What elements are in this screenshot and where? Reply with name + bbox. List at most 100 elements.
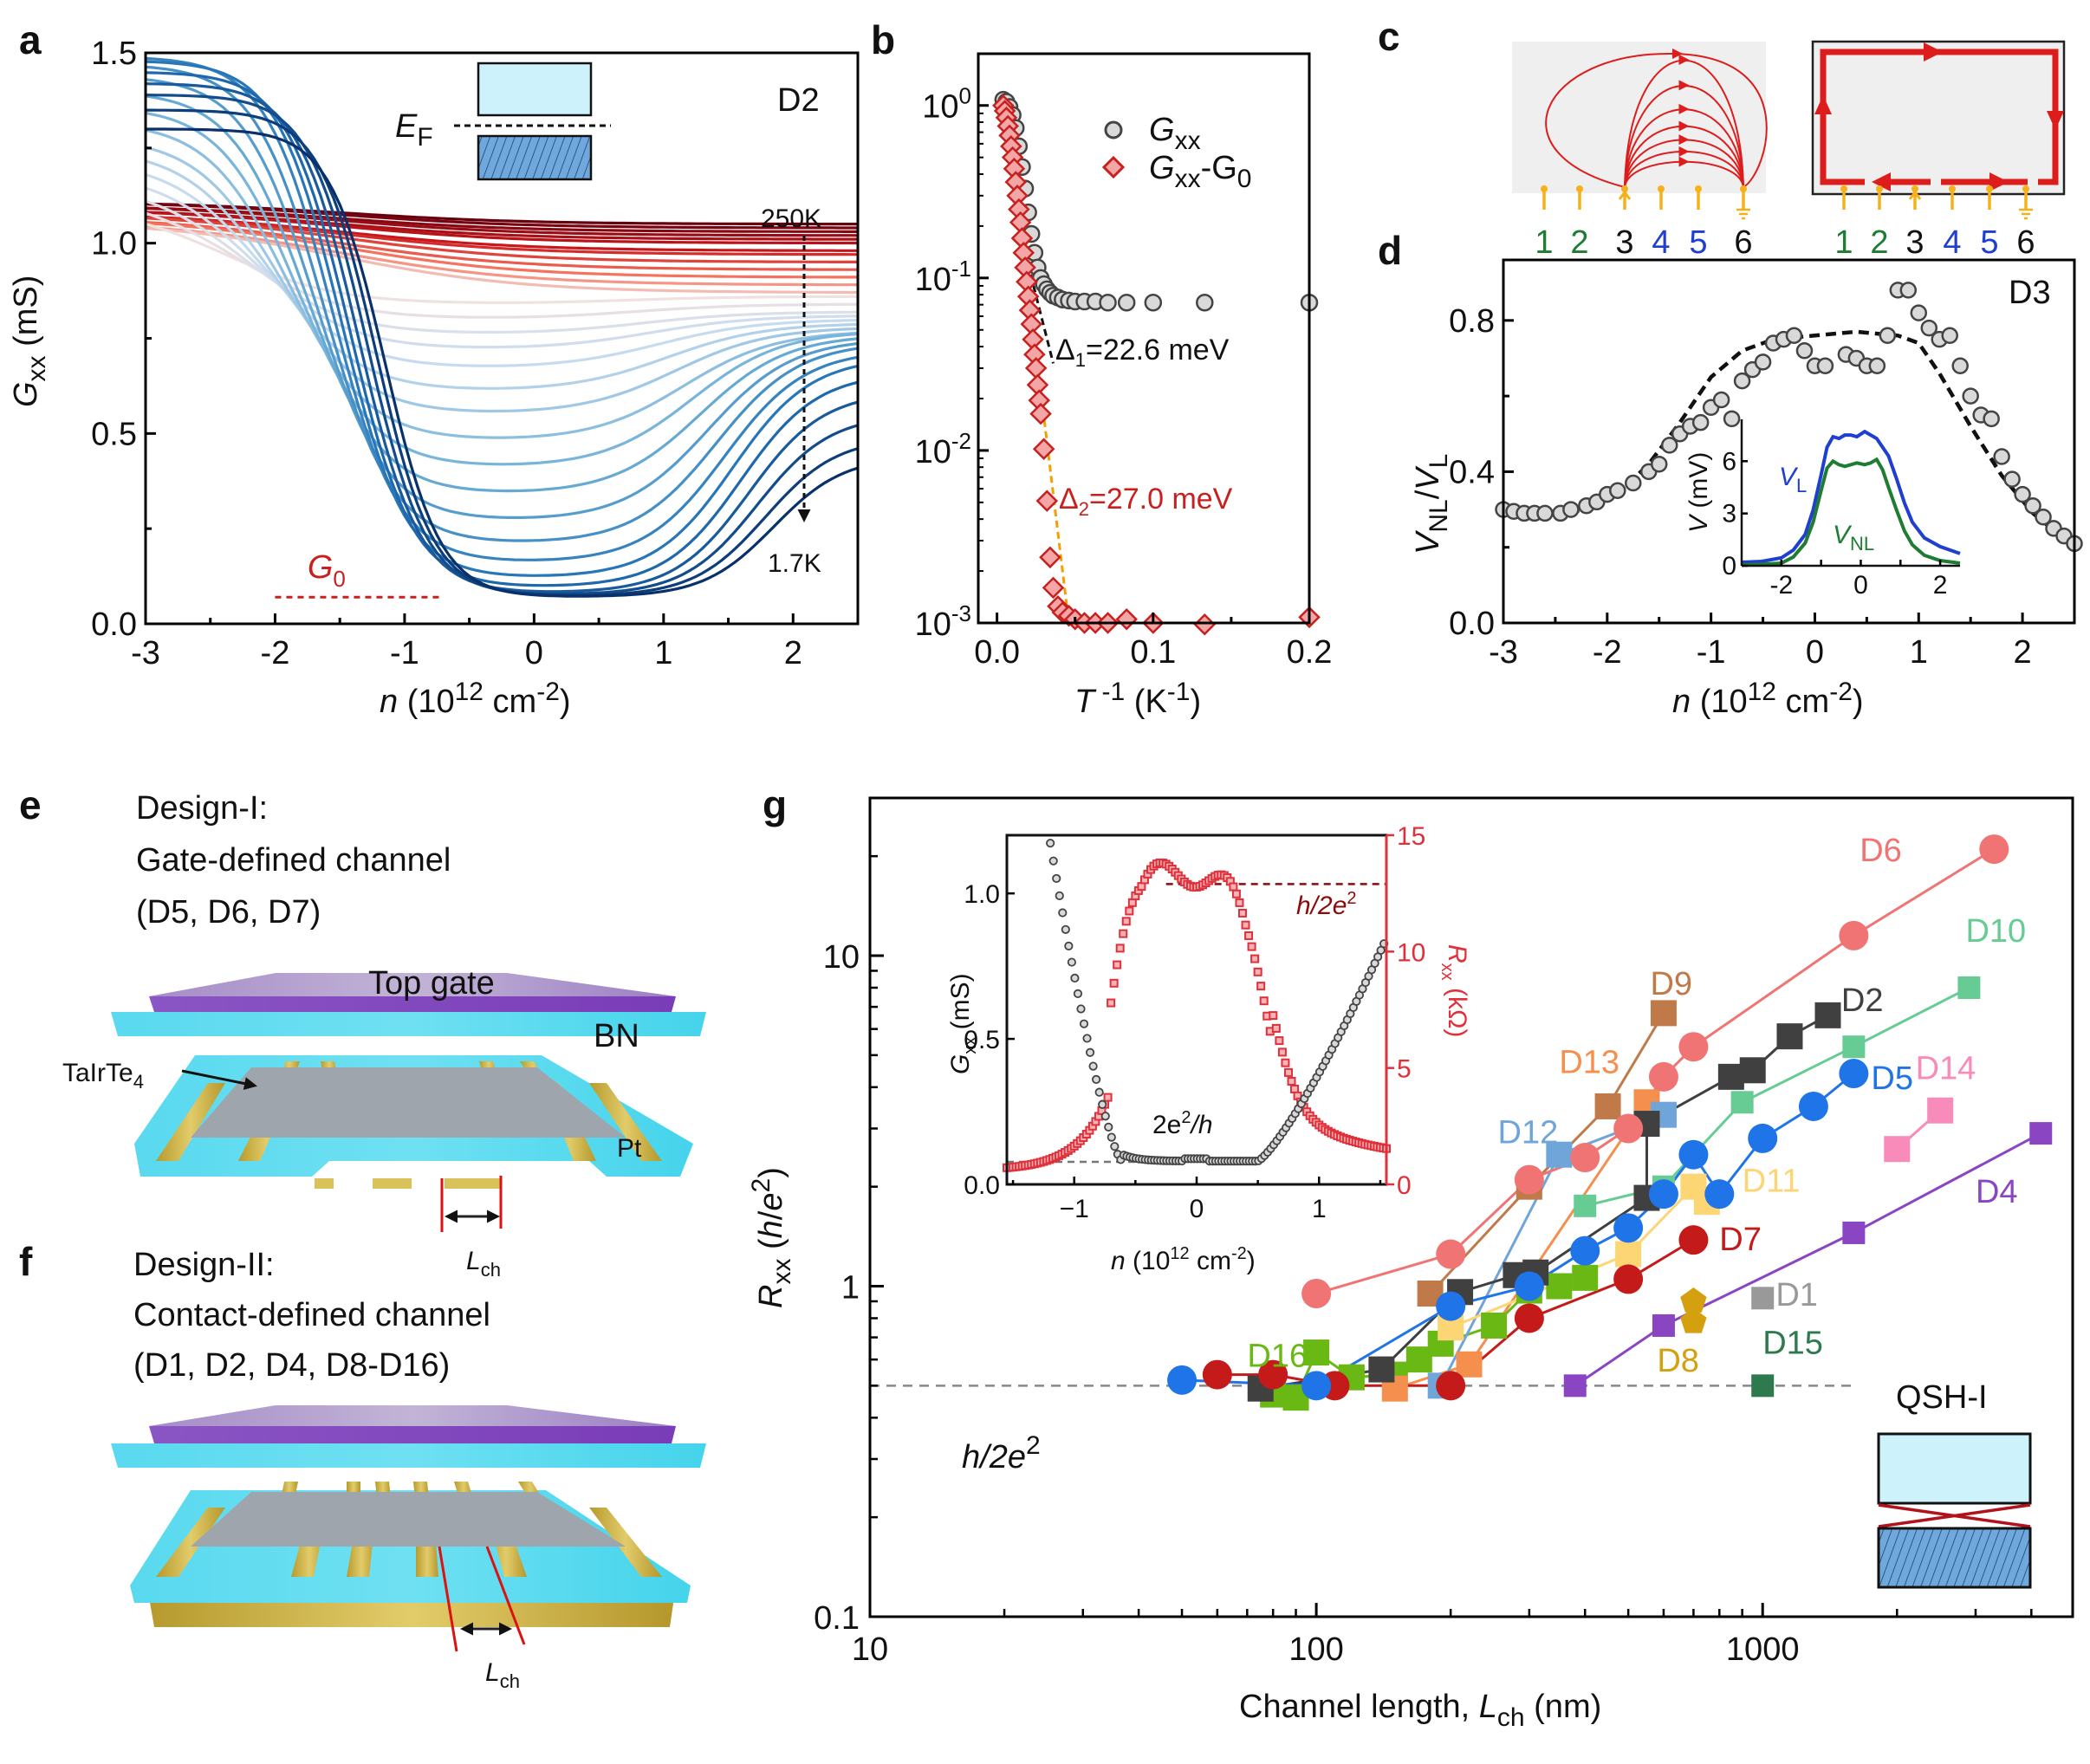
panel-d-points [1495, 282, 2083, 553]
vnl-vl-point [1951, 357, 1969, 374]
terminal-label-6: 6 [1734, 224, 1752, 261]
gxx-curve-T7 [145, 216, 858, 256]
gxx-minus-g0-point [1042, 576, 1065, 600]
vnl-vl-point [1754, 353, 1772, 371]
vnl-vl-point [1733, 372, 1751, 390]
gxx-minus-g0-point [1035, 490, 1059, 512]
gxx-curve-T23 [145, 78, 859, 520]
terminal-label-3: 3 [1615, 224, 1633, 261]
lch-label-e: Lch [466, 1247, 501, 1281]
current-arrow [1678, 120, 1690, 132]
x-tick-label: -2 [1593, 634, 1622, 671]
point-d5 [1678, 1139, 1709, 1170]
panel-label-e: e [19, 782, 42, 827]
inset-rxx-point [1237, 908, 1247, 918]
point-d8 [1680, 1307, 1707, 1333]
current-arrow [1672, 49, 1683, 59]
point-d9 [1650, 1000, 1677, 1027]
y-tick-label: 0.0 [91, 606, 137, 643]
legend-label-gxx-g0: Gxx-G0 [1149, 150, 1251, 193]
panel-g-inset: −1 0 1 0.0 0.5 1.0 0 5 10 15 h/2e2 2e2/h Gxx (mS)… [946, 822, 1471, 1275]
temperature-low-label: 1.7K [768, 549, 821, 578]
inset-rxx-point [1113, 960, 1122, 970]
vnl-vl-point [1795, 342, 1814, 360]
point-d6 [1613, 1113, 1644, 1144]
x-tick-label: 0.1 [1130, 634, 1176, 671]
point-d5 [1301, 1371, 1332, 1401]
panel-g-xlabel: Channel length, Lch (nm) [1239, 1689, 1601, 1732]
inset-rxx-point [1259, 996, 1269, 1006]
point-d5 [1839, 1059, 1869, 1089]
panel-label-c: c [1378, 14, 1400, 59]
x-tick-label: -3 [131, 635, 160, 671]
device-label-d10: D10 [1965, 913, 2026, 950]
panel-d-inset-bg [1742, 419, 1960, 566]
inset-x-tick-label: 0 [1853, 571, 1868, 600]
gxx-minus-g0-point [1115, 608, 1138, 631]
device-label-d11: D11 [1743, 1164, 1801, 1200]
point-d6 [1301, 1279, 1332, 1309]
inset-gxx-point [1046, 839, 1055, 848]
gxx-curve-T1 [145, 203, 858, 230]
point-d7 [1514, 1303, 1544, 1333]
y-tick-label: 0.1 [814, 1600, 860, 1637]
series-line-d4 [1574, 1132, 2041, 1387]
top-gate-top [149, 973, 676, 996]
gxx-curve-T5 [145, 211, 858, 245]
design-1-subtitle: Gate-defined channel [136, 842, 451, 879]
panel-b-ticks: 0.0 0.1 0.2 100 10-1 10-2 10-3 [915, 83, 1333, 671]
gxx-curve-T18 [145, 159, 859, 390]
device-label-d2: D2 [777, 82, 820, 119]
inset-vl-curve [1741, 429, 1961, 564]
vnl-vl-point [1785, 327, 1803, 345]
panel-a-curves [145, 56, 859, 598]
inset-left-ylabel: Gxx (mS) [946, 973, 980, 1074]
delta1-annotation: Δ1=22.6 meV [1055, 334, 1230, 371]
inset-2e2h-label: 2e2/h [1152, 1108, 1213, 1139]
device-label-d12: D12 [1498, 1114, 1559, 1151]
panel-d-ticks: -3 -2 -1 0 1 2 0.0 0.4 0.8 [1449, 303, 2031, 671]
vnl-vl-point [2003, 470, 2021, 488]
y-tick-label: 10 [823, 939, 860, 976]
inset-rxx-point [1253, 967, 1262, 976]
panel-d-chart: -3 -2 -1 0 1 2 0.0 0.4 0.8 D3 VNL/VL n (1012 cm-… [1410, 258, 2083, 720]
point-d7 [1202, 1359, 1232, 1390]
current-arc-outer [1545, 52, 1768, 188]
inset-rxx-point [1125, 906, 1134, 916]
device-label-d8: D8 [1657, 1343, 1699, 1379]
point-d5 [1704, 1179, 1735, 1210]
panel-d-ylabel: VNL/VL [1410, 454, 1453, 554]
point-d5 [1798, 1091, 1828, 1121]
bn-label: BN [594, 1018, 639, 1054]
gxx-curve-T27 [145, 71, 859, 587]
point-d7 [1436, 1371, 1466, 1401]
inset-rxx-point [1275, 1036, 1284, 1046]
gxx-curve-T11 [145, 225, 858, 287]
gxx-point [1099, 293, 1117, 312]
inset-gxx-point [1100, 1112, 1110, 1121]
top-gate-layer-f [149, 1426, 676, 1443]
vnl-vl-point [1625, 474, 1642, 492]
point-d11 [1615, 1241, 1642, 1268]
terminal-label-1: 1 [1535, 224, 1553, 261]
design-1-title: Design-I: [136, 790, 268, 827]
point-d6 [1514, 1164, 1544, 1195]
channel-boundary-right-f [485, 1546, 526, 1645]
point-d2 [1739, 1057, 1766, 1084]
gxx-curve-T24 [145, 65, 859, 542]
gxx-curve-T16 [145, 186, 859, 349]
inset-gxx-point [1073, 989, 1083, 998]
panel-g-frame [868, 796, 2074, 1618]
panel-label-a: a [19, 17, 42, 62]
h-over-2e2-label: h/2e2 [962, 1431, 1041, 1475]
x-tick-label: -3 [1489, 634, 1518, 671]
source-arrow-icon [1618, 190, 1632, 200]
point-d6 [1648, 1061, 1678, 1092]
inset-gxx-point [1094, 1087, 1104, 1097]
inset-rxx-point [1244, 931, 1254, 940]
inset-rxx-point [1269, 1011, 1278, 1021]
gxx-curve-T31 [146, 127, 859, 598]
top-gate-label: Top gate [368, 965, 495, 1002]
point-d16 [1303, 1339, 1330, 1366]
